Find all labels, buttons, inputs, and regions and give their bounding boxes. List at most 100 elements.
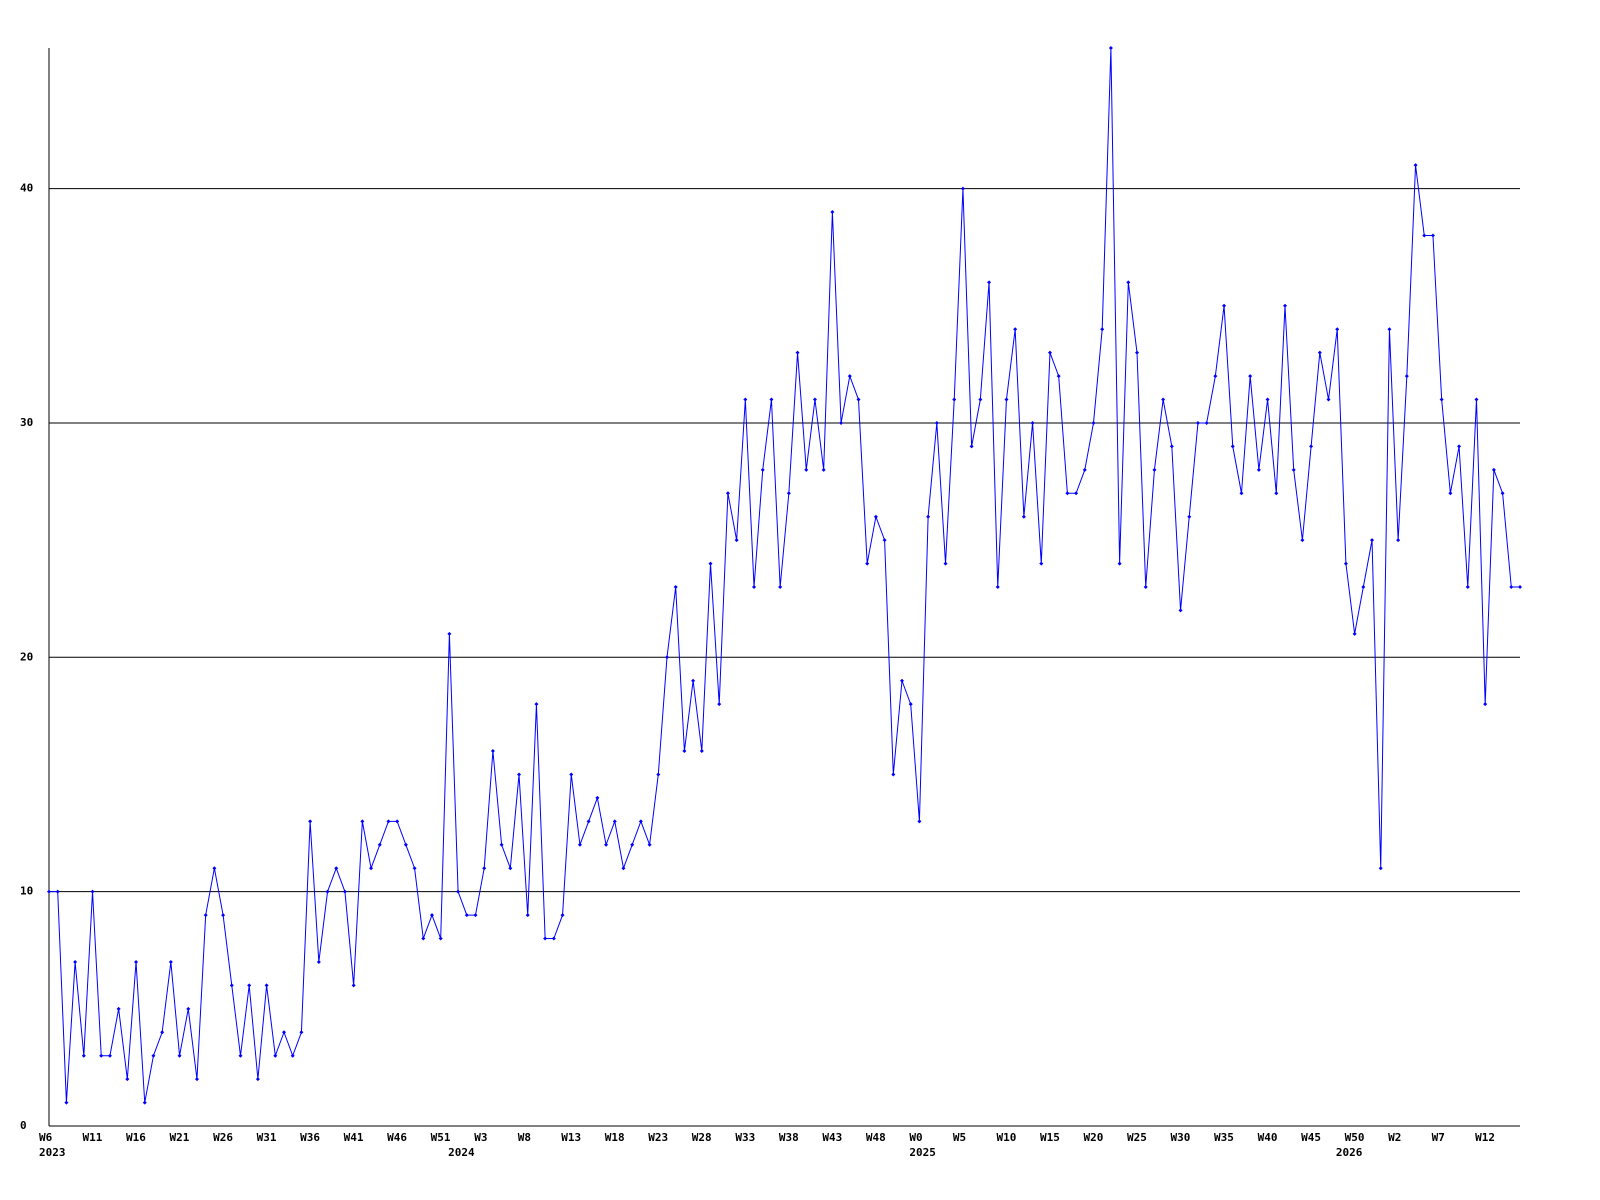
data-point	[847, 374, 852, 379]
data-point	[47, 889, 51, 894]
x-year-label: 2026	[1336, 1146, 1363, 1159]
data-point	[926, 514, 931, 519]
x-year-label: 2025	[909, 1146, 936, 1159]
data-point	[1047, 350, 1052, 355]
data-point	[743, 397, 748, 402]
data-point	[1126, 280, 1131, 285]
data-point	[569, 772, 574, 777]
data-point	[795, 350, 800, 355]
x-tick-label: W25	[1127, 1131, 1147, 1144]
x-tick-label: W35	[1214, 1131, 1234, 1144]
data-point	[699, 749, 704, 754]
data-point	[1117, 561, 1122, 566]
data-point	[769, 397, 774, 402]
data-point	[1509, 585, 1514, 589]
data-point	[1422, 233, 1427, 238]
data-line	[49, 47, 1520, 1103]
data-point	[952, 397, 957, 402]
data-point	[1256, 467, 1261, 472]
x-tick-label: W8	[518, 1131, 531, 1144]
data-point	[221, 913, 226, 918]
x-tick-label: W28	[692, 1131, 712, 1144]
data-point	[73, 959, 78, 964]
x-tick-label: W13	[561, 1131, 581, 1144]
data-point	[873, 514, 878, 519]
data-point	[99, 1053, 104, 1058]
data-point	[1039, 561, 1044, 566]
y-tick-label: 40	[20, 182, 33, 195]
x-tick-label: W0	[909, 1131, 922, 1144]
data-point	[664, 655, 669, 660]
data-point	[1352, 631, 1357, 636]
data-point	[1169, 444, 1174, 449]
data-point	[334, 866, 339, 871]
data-point	[656, 772, 661, 777]
data-point	[1065, 491, 1070, 496]
data-point	[1309, 444, 1314, 449]
x-tick-label: W50	[1345, 1131, 1365, 1144]
data-point	[734, 538, 739, 543]
data-point	[682, 749, 687, 754]
data-point	[595, 795, 600, 800]
data-point	[351, 983, 356, 988]
data-point	[1239, 491, 1244, 496]
data-point	[447, 631, 452, 636]
data-point	[1300, 538, 1305, 543]
data-point	[725, 491, 730, 496]
data-point	[1317, 350, 1322, 355]
data-point	[160, 1030, 165, 1035]
data-point	[1265, 397, 1270, 402]
x-tick-label: W38	[779, 1131, 799, 1144]
data-point	[229, 983, 234, 988]
data-point	[1439, 397, 1444, 402]
x-tick-label: W11	[83, 1131, 103, 1144]
data-point	[882, 538, 887, 543]
data-point	[282, 1030, 287, 1035]
data-point	[325, 889, 330, 894]
data-point	[1152, 467, 1157, 472]
data-point	[177, 1053, 182, 1058]
data-point	[212, 866, 217, 871]
data-point	[1108, 46, 1113, 50]
data-point	[647, 842, 652, 847]
data-point	[473, 913, 478, 918]
data-point	[900, 678, 905, 683]
data-point	[778, 585, 783, 589]
data-point	[1135, 350, 1140, 355]
data-point	[839, 420, 844, 425]
data-point	[1343, 561, 1348, 566]
data-point	[1021, 514, 1026, 519]
data-point	[1056, 374, 1061, 379]
data-point	[586, 819, 591, 824]
data-point	[438, 936, 443, 941]
data-point	[107, 1053, 112, 1058]
data-point	[865, 561, 870, 566]
data-point	[464, 913, 469, 918]
data-point	[264, 983, 269, 988]
data-point	[752, 585, 757, 589]
data-point	[1291, 467, 1296, 472]
data-point	[1370, 538, 1375, 543]
data-point	[342, 889, 347, 894]
data-point	[238, 1053, 243, 1058]
data-point	[1230, 444, 1235, 449]
data-point	[978, 397, 983, 402]
data-point	[1387, 327, 1392, 332]
data-point	[421, 936, 426, 941]
data-point	[812, 397, 817, 402]
data-point	[673, 585, 678, 589]
x-tick-label: W20	[1083, 1131, 1103, 1144]
x-year-label: 2024	[448, 1146, 475, 1159]
data-point	[1465, 585, 1470, 589]
data-point	[1378, 866, 1383, 871]
data-point	[203, 913, 208, 918]
x-tick-label: W33	[735, 1131, 755, 1144]
data-point	[1326, 397, 1331, 402]
data-point	[604, 842, 609, 847]
data-point	[377, 842, 382, 847]
data-point	[142, 1100, 147, 1105]
data-point	[1091, 420, 1096, 425]
x-tick-label: W3	[474, 1131, 487, 1144]
x-tick-label: W10	[996, 1131, 1016, 1144]
